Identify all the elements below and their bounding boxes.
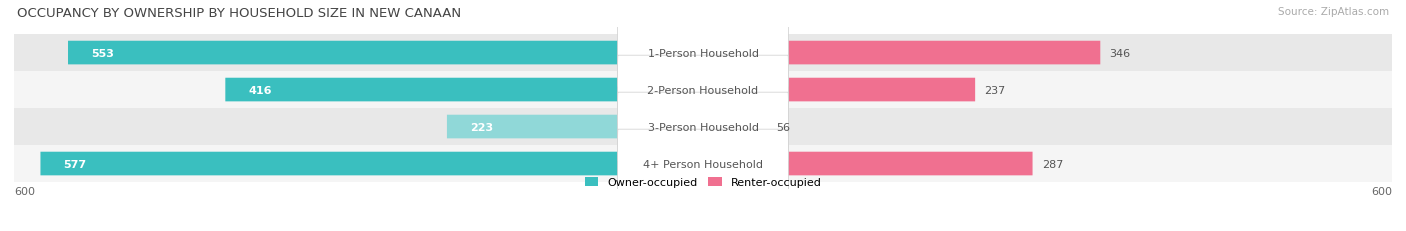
Text: 2-Person Household: 2-Person Household xyxy=(647,85,759,95)
FancyBboxPatch shape xyxy=(617,56,789,124)
Bar xyxy=(14,109,1392,145)
Text: 600: 600 xyxy=(14,186,35,196)
Text: Source: ZipAtlas.com: Source: ZipAtlas.com xyxy=(1278,7,1389,17)
FancyBboxPatch shape xyxy=(41,152,703,176)
Legend: Owner-occupied, Renter-occupied: Owner-occupied, Renter-occupied xyxy=(581,173,825,192)
Text: 1-Person Household: 1-Person Household xyxy=(648,48,758,58)
FancyBboxPatch shape xyxy=(703,78,976,102)
FancyBboxPatch shape xyxy=(703,152,1032,176)
Text: 237: 237 xyxy=(984,85,1005,95)
FancyBboxPatch shape xyxy=(67,42,703,65)
FancyBboxPatch shape xyxy=(617,130,789,198)
Text: 600: 600 xyxy=(1371,186,1392,196)
FancyBboxPatch shape xyxy=(617,19,789,88)
Text: 287: 287 xyxy=(1042,159,1063,169)
Text: 416: 416 xyxy=(249,85,271,95)
FancyBboxPatch shape xyxy=(447,115,703,139)
Text: 3-Person Household: 3-Person Household xyxy=(648,122,758,132)
Text: 577: 577 xyxy=(63,159,87,169)
Text: 223: 223 xyxy=(470,122,494,132)
Text: 346: 346 xyxy=(1109,48,1130,58)
Bar xyxy=(14,145,1392,182)
Text: 553: 553 xyxy=(91,48,114,58)
Text: 56: 56 xyxy=(776,122,790,132)
FancyBboxPatch shape xyxy=(703,42,1101,65)
FancyBboxPatch shape xyxy=(225,78,703,102)
FancyBboxPatch shape xyxy=(703,115,768,139)
Bar xyxy=(14,35,1392,72)
Bar xyxy=(14,72,1392,109)
FancyBboxPatch shape xyxy=(617,93,789,161)
Text: OCCUPANCY BY OWNERSHIP BY HOUSEHOLD SIZE IN NEW CANAAN: OCCUPANCY BY OWNERSHIP BY HOUSEHOLD SIZE… xyxy=(17,7,461,20)
Text: 4+ Person Household: 4+ Person Household xyxy=(643,159,763,169)
